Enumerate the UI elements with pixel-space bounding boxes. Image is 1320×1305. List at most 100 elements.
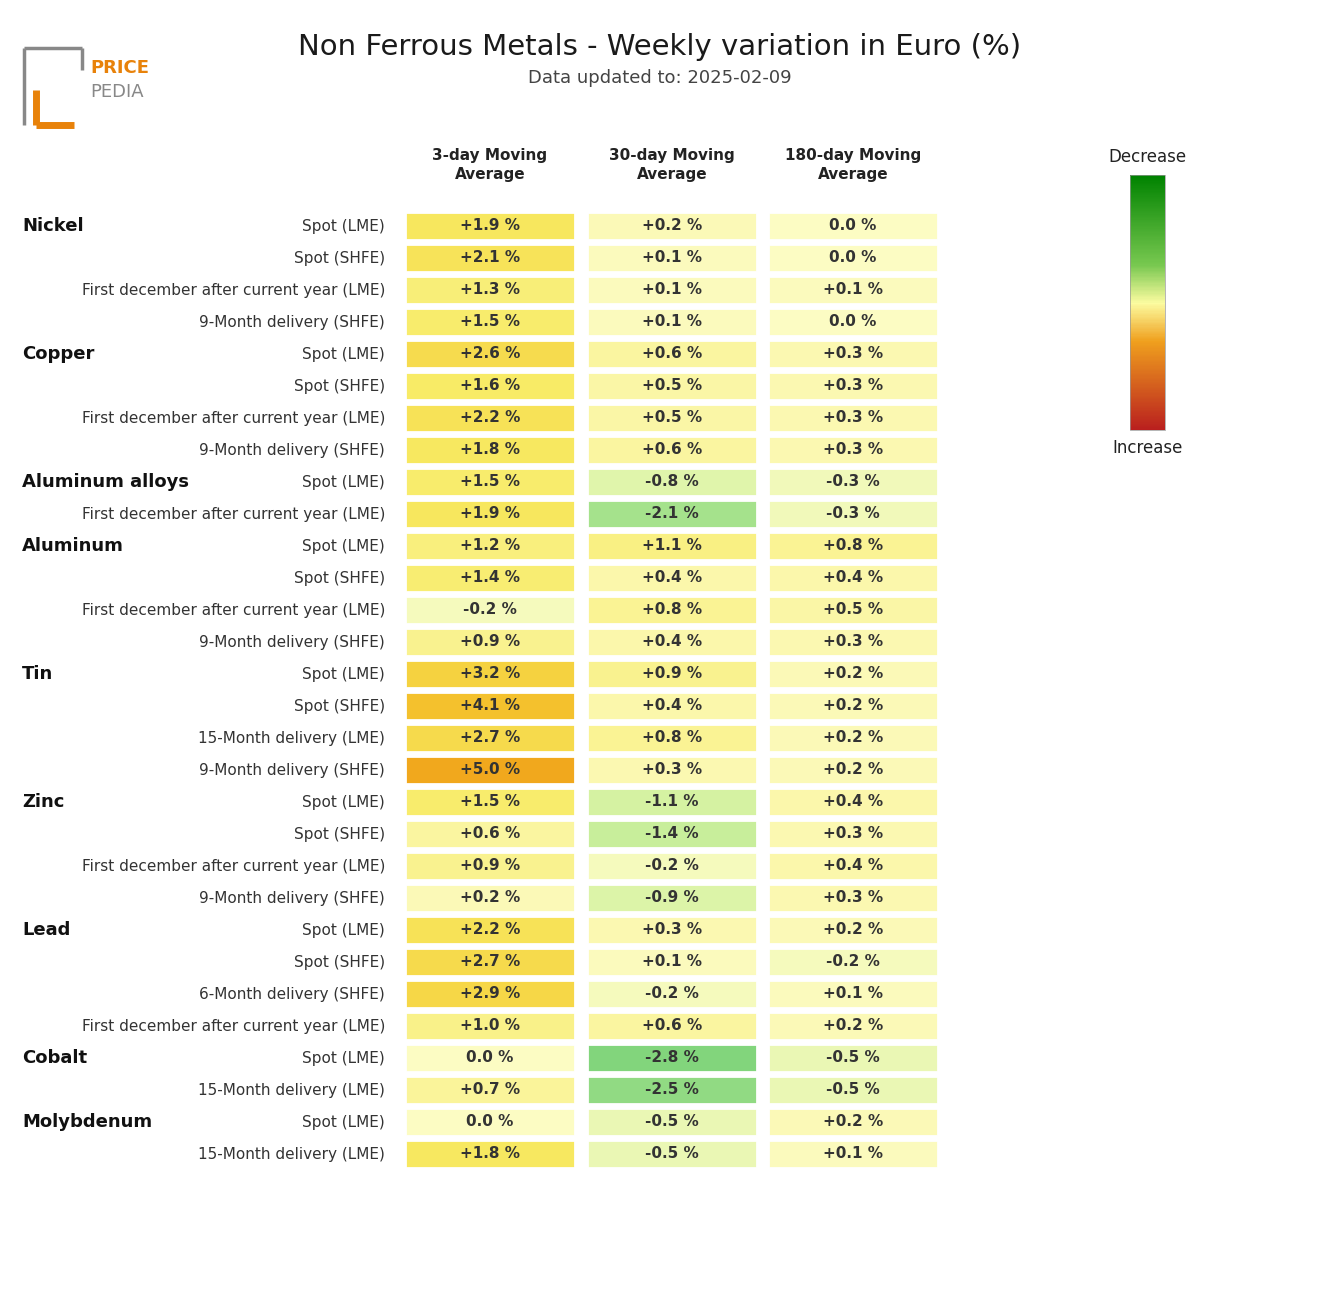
Bar — [768, 692, 939, 720]
Text: +0.3 %: +0.3 % — [822, 890, 883, 906]
Text: +0.8 %: +0.8 % — [642, 731, 702, 745]
Bar — [405, 724, 576, 752]
Bar — [587, 244, 756, 271]
Bar — [768, 1011, 939, 1040]
Text: +2.7 %: +2.7 % — [459, 954, 520, 970]
Bar — [405, 1011, 576, 1040]
Text: +1.8 %: +1.8 % — [459, 442, 520, 458]
Bar — [587, 308, 756, 335]
Bar — [405, 628, 576, 656]
Text: -0.5 %: -0.5 % — [826, 1083, 880, 1098]
Bar — [768, 341, 939, 368]
Bar — [587, 1044, 756, 1071]
Bar — [405, 405, 576, 432]
Text: +2.2 %: +2.2 % — [459, 923, 520, 937]
Text: Non Ferrous Metals - Weekly variation in Euro (%): Non Ferrous Metals - Weekly variation in… — [298, 33, 1022, 61]
Text: Aluminum: Aluminum — [22, 536, 124, 555]
Text: +0.2 %: +0.2 % — [822, 667, 883, 681]
Text: -0.2 %: -0.2 % — [463, 603, 517, 617]
Bar — [587, 947, 756, 976]
Bar — [768, 308, 939, 335]
Text: +0.4 %: +0.4 % — [822, 859, 883, 873]
Text: Spot (SHFE): Spot (SHFE) — [294, 570, 385, 586]
Text: -2.1 %: -2.1 % — [645, 506, 698, 522]
Text: +0.1 %: +0.1 % — [642, 251, 702, 265]
Bar — [587, 1011, 756, 1040]
Text: -2.8 %: -2.8 % — [645, 1051, 698, 1065]
Bar — [405, 468, 576, 496]
Text: 3-day Moving
Average: 3-day Moving Average — [433, 149, 548, 181]
Text: 0.0 %: 0.0 % — [466, 1114, 513, 1130]
Text: +0.2 %: +0.2 % — [822, 762, 883, 778]
Text: +0.9 %: +0.9 % — [459, 634, 520, 650]
Text: -0.2 %: -0.2 % — [645, 859, 698, 873]
Text: +0.3 %: +0.3 % — [642, 762, 702, 778]
Text: Spot (LME): Spot (LME) — [302, 1051, 385, 1065]
Bar — [768, 532, 939, 560]
Text: +0.1 %: +0.1 % — [822, 282, 883, 298]
Text: +2.6 %: +2.6 % — [459, 347, 520, 361]
Text: First december after current year (LME): First december after current year (LME) — [82, 506, 385, 522]
Text: +1.8 %: +1.8 % — [459, 1147, 520, 1161]
Text: +0.5 %: +0.5 % — [642, 411, 702, 425]
Bar — [405, 436, 576, 465]
Text: +0.8 %: +0.8 % — [822, 539, 883, 553]
Text: +0.1 %: +0.1 % — [642, 282, 702, 298]
Text: +0.4 %: +0.4 % — [642, 698, 702, 714]
Text: 15-Month delivery (LME): 15-Month delivery (LME) — [198, 731, 385, 745]
Text: +0.6 %: +0.6 % — [642, 442, 702, 458]
Bar — [768, 500, 939, 529]
Bar — [768, 883, 939, 912]
Bar — [405, 756, 576, 784]
Text: 9-Month delivery (SHFE): 9-Month delivery (SHFE) — [199, 890, 385, 906]
Bar — [405, 308, 576, 335]
Text: +0.4 %: +0.4 % — [822, 795, 883, 809]
Bar — [405, 596, 576, 624]
Text: Nickel: Nickel — [22, 217, 83, 235]
Bar — [768, 1044, 939, 1071]
Text: -0.8 %: -0.8 % — [645, 475, 698, 489]
Text: +0.6 %: +0.6 % — [642, 347, 702, 361]
Text: +3.2 %: +3.2 % — [459, 667, 520, 681]
Bar — [768, 275, 939, 304]
Bar — [405, 211, 576, 240]
Text: 9-Month delivery (SHFE): 9-Month delivery (SHFE) — [199, 315, 385, 329]
Bar — [405, 916, 576, 944]
Text: 9-Month delivery (SHFE): 9-Month delivery (SHFE) — [199, 442, 385, 458]
Bar — [768, 436, 939, 465]
Text: +0.2 %: +0.2 % — [822, 698, 883, 714]
Bar — [587, 852, 756, 880]
Bar — [405, 1044, 576, 1071]
Bar — [768, 211, 939, 240]
Text: +0.6 %: +0.6 % — [459, 826, 520, 842]
Text: Lead: Lead — [22, 921, 70, 940]
Bar — [587, 820, 756, 848]
Text: Spot (SHFE): Spot (SHFE) — [294, 826, 385, 842]
Text: +2.2 %: +2.2 % — [459, 411, 520, 425]
Bar — [768, 372, 939, 401]
Text: -0.3 %: -0.3 % — [826, 506, 880, 522]
Text: +0.7 %: +0.7 % — [459, 1083, 520, 1098]
Text: -0.5 %: -0.5 % — [645, 1114, 698, 1130]
Bar — [587, 564, 756, 592]
Bar — [405, 788, 576, 816]
Text: +0.9 %: +0.9 % — [642, 667, 702, 681]
Text: First december after current year (LME): First december after current year (LME) — [82, 603, 385, 617]
Bar — [405, 244, 576, 271]
Text: -1.4 %: -1.4 % — [645, 826, 698, 842]
Text: -2.5 %: -2.5 % — [645, 1083, 698, 1098]
Text: -0.3 %: -0.3 % — [826, 475, 880, 489]
Bar — [587, 468, 756, 496]
Text: 0.0 %: 0.0 % — [829, 251, 876, 265]
Text: +0.4 %: +0.4 % — [822, 570, 883, 586]
Text: Spot (LME): Spot (LME) — [302, 667, 385, 681]
Bar — [405, 532, 576, 560]
Text: 30-day Moving
Average: 30-day Moving Average — [609, 149, 735, 181]
Text: +0.5 %: +0.5 % — [642, 378, 702, 394]
Text: +1.9 %: +1.9 % — [459, 506, 520, 522]
Text: +1.2 %: +1.2 % — [459, 539, 520, 553]
Text: First december after current year (LME): First december after current year (LME) — [82, 1018, 385, 1034]
Text: -1.1 %: -1.1 % — [645, 795, 698, 809]
Text: Spot (LME): Spot (LME) — [302, 923, 385, 937]
Text: +0.1 %: +0.1 % — [642, 315, 702, 329]
